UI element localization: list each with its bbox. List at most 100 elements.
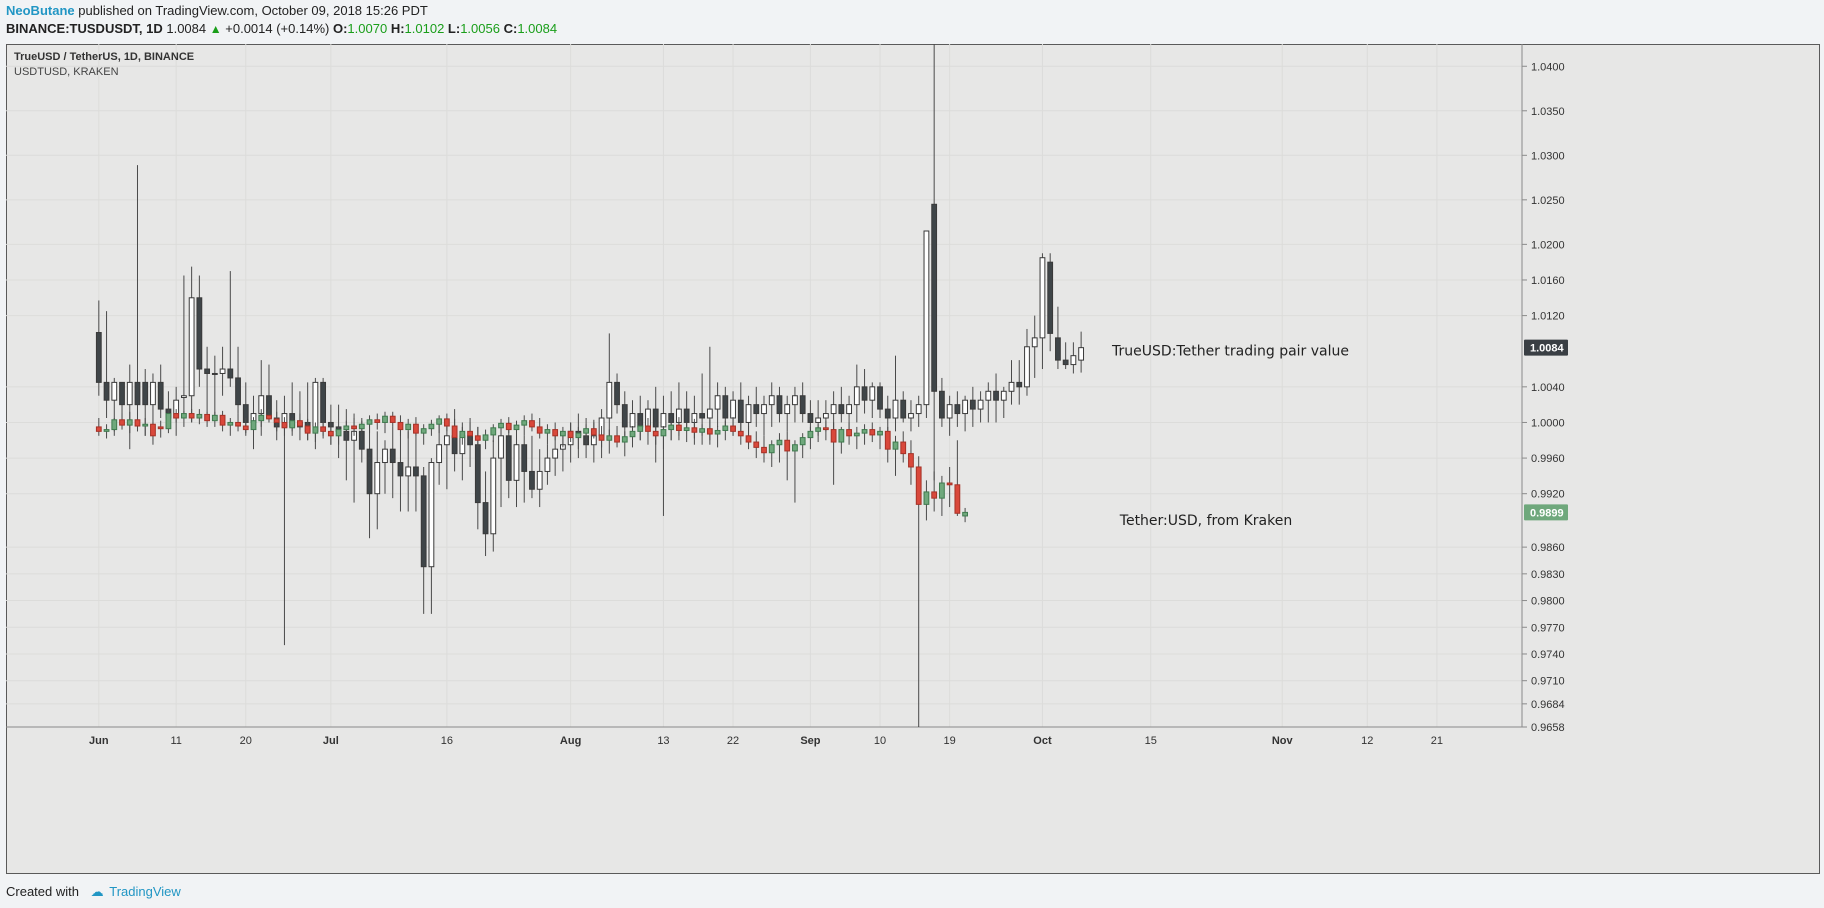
candle-body xyxy=(420,428,427,434)
tradingview-logo-icon[interactable]: ☁ xyxy=(90,884,104,899)
candle-body xyxy=(204,413,210,422)
candle-body xyxy=(846,429,852,437)
candle-body xyxy=(815,417,822,423)
candle-body xyxy=(985,390,992,401)
candle-body xyxy=(853,432,860,437)
candle-body xyxy=(714,395,721,410)
candle-body xyxy=(1024,346,1030,388)
candle-body xyxy=(946,482,953,486)
price-tick-label: 0.9770 xyxy=(1531,622,1565,634)
candle-body xyxy=(490,427,497,436)
candle-body xyxy=(266,414,272,420)
candle-body xyxy=(211,414,218,422)
candle-body xyxy=(799,437,806,446)
time-tick-label: 20 xyxy=(240,735,252,747)
candle-body xyxy=(498,422,504,429)
candle-body xyxy=(908,413,914,419)
candle-body xyxy=(614,381,620,406)
candle-body xyxy=(227,368,234,379)
price-tick-label: 1.0120 xyxy=(1531,311,1565,323)
candle-body xyxy=(939,482,945,499)
candle-body xyxy=(629,430,636,438)
candle-body xyxy=(397,421,404,431)
candle-body xyxy=(103,381,110,401)
author-link[interactable]: NeoButane xyxy=(6,3,75,18)
time-tick-label: 22 xyxy=(727,735,739,747)
candle-body xyxy=(621,404,628,428)
candle-body xyxy=(467,430,473,437)
low-label: L: xyxy=(447,21,461,36)
candle-body xyxy=(977,399,984,410)
high-label: H: xyxy=(390,21,405,36)
candle-body xyxy=(235,421,241,427)
candle-body xyxy=(923,230,930,406)
candle-body xyxy=(552,429,559,437)
candle-body xyxy=(691,427,698,433)
candle-body xyxy=(1031,337,1038,348)
tradingview-brand-link[interactable]: TradingView xyxy=(109,884,181,899)
price-tick-label: 1.0400 xyxy=(1531,61,1565,73)
candle-body xyxy=(173,413,180,419)
price-tick-label: 1.0000 xyxy=(1531,417,1565,429)
high-value: 1.0102 xyxy=(404,21,445,36)
candle-body xyxy=(822,413,829,419)
candle-body xyxy=(753,404,760,415)
candle-body xyxy=(792,395,798,406)
candle-body xyxy=(219,368,226,374)
candle-body xyxy=(567,430,574,439)
price-tag xyxy=(1524,339,1568,356)
candle-body xyxy=(722,425,729,431)
candle-body xyxy=(884,408,891,419)
candle-body xyxy=(103,429,110,432)
price-tick-label: 1.0040 xyxy=(1531,382,1565,394)
candle-body xyxy=(621,436,628,443)
price-tick-label: 1.0300 xyxy=(1531,150,1565,162)
candle-body xyxy=(521,420,528,426)
candle-body xyxy=(954,404,961,415)
candle-body xyxy=(343,425,350,431)
footer: Created with ☁ TradingView xyxy=(6,882,181,902)
candle-body xyxy=(544,429,551,434)
candle-body xyxy=(799,395,806,415)
candle-body xyxy=(776,439,783,446)
candle-body xyxy=(892,399,899,419)
candle-body xyxy=(915,404,922,415)
candle-body xyxy=(513,444,520,481)
low-value: 1.0056 xyxy=(460,21,500,36)
close-label: C: xyxy=(503,21,518,36)
close-value: 1.0084 xyxy=(517,21,558,36)
time-tick-label: Jul xyxy=(323,735,339,747)
candle-body xyxy=(281,421,288,429)
candle-body xyxy=(95,426,102,432)
candle-body xyxy=(1062,359,1069,366)
up-triangle-icon: ▲ xyxy=(209,22,222,36)
candle-body xyxy=(575,432,582,439)
candle-body xyxy=(142,381,149,406)
candle-body xyxy=(498,435,504,459)
price-tick-label: 0.9830 xyxy=(1531,569,1565,581)
candle-body xyxy=(420,475,427,568)
candle-body xyxy=(822,427,829,431)
candle-body xyxy=(915,466,922,505)
candle-body xyxy=(676,424,682,431)
candle-body xyxy=(1055,337,1061,361)
time-tick-label: 13 xyxy=(657,735,669,747)
candle-body xyxy=(745,404,752,423)
candle-body xyxy=(157,426,164,430)
candle-body xyxy=(1047,261,1054,334)
created-with-text: Created with xyxy=(6,884,79,899)
candle-body xyxy=(358,423,365,430)
candle-body xyxy=(459,430,466,439)
time-tick-label: Jun xyxy=(89,735,109,747)
candlestick-chart[interactable]: TrueUSD / TetherUS, 1D, BINANCE USDTUSD, … xyxy=(6,44,1820,874)
time-tick-label: 21 xyxy=(1431,735,1443,747)
candle-body xyxy=(807,430,814,439)
price-tick-label: 1.0350 xyxy=(1531,106,1565,118)
candle-body xyxy=(846,404,852,415)
candle-body xyxy=(273,418,280,423)
time-tick-label: Nov xyxy=(1272,735,1294,747)
candle-body xyxy=(196,413,203,419)
candle-body xyxy=(923,491,930,505)
candle-body xyxy=(699,413,706,419)
time-axis: Jun 11 20 Jul 16 Aug 13 22 Sep 10 19 Oct 15 Nov 12 21 xyxy=(89,735,1443,747)
